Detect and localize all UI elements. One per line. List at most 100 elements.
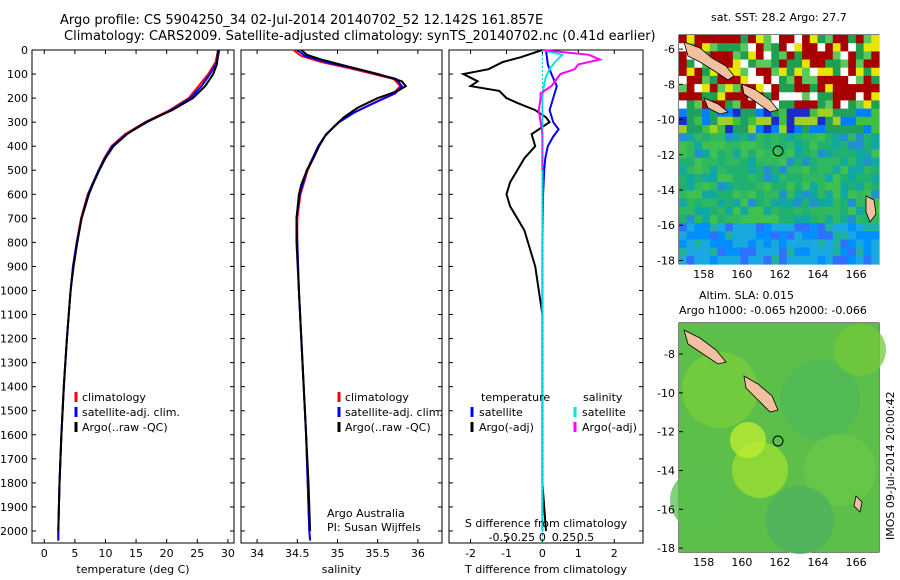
legend-title-salinity: salinity (583, 391, 623, 404)
sst-map-title: sat. SST: 28.2 Argo: 27.7 (711, 11, 847, 24)
sst-pixel (855, 206, 865, 216)
y-tick-label: 300 (7, 116, 28, 129)
sst-pixel (871, 84, 880, 93)
sst-pixel (763, 165, 772, 175)
sst-pixel (779, 149, 788, 159)
sst-pixel (755, 75, 765, 85)
sla-blob (780, 360, 860, 440)
sst-pixel (740, 67, 749, 77)
sst-pixel (786, 239, 795, 249)
legend-label: Argo(-adj) (582, 421, 637, 434)
map-y-tick-label: -14 (657, 464, 675, 477)
s-tick-label: 0.25 (552, 531, 577, 544)
sst-pixel (686, 206, 695, 216)
sst-pixel (871, 35, 880, 44)
sst-pixel (863, 108, 872, 118)
sst-pixel (863, 133, 872, 142)
sst-pixel (809, 67, 819, 77)
sst-pixel (802, 116, 811, 126)
sst-pixel (848, 149, 857, 159)
sst-pixel (763, 247, 772, 257)
sst-pixel (732, 75, 742, 85)
sst-pixel (686, 92, 695, 102)
sst-pixel (709, 141, 719, 151)
y-tick-label: 1000 (0, 284, 28, 297)
sst-pixel (779, 43, 788, 52)
sst-pixel (740, 116, 749, 126)
sst-pixel (679, 198, 688, 208)
sst-pixel (709, 92, 719, 102)
map-y-tick-label: -12 (657, 149, 675, 162)
sst-pixel (709, 190, 719, 200)
sst-pixel (717, 141, 726, 151)
sst-pixel (709, 133, 719, 142)
sst-pixel (755, 59, 765, 69)
sst-pixel (840, 255, 849, 265)
sst-pixel (840, 157, 849, 167)
sst-pixel (709, 149, 719, 159)
sst-pixel (809, 116, 819, 126)
sst-pixel (755, 108, 765, 118)
sla-blob (834, 324, 886, 376)
sst-pixel (825, 231, 834, 241)
sst-pixel (802, 157, 811, 167)
sst-pixel (786, 84, 795, 93)
sst-pixel (871, 51, 880, 61)
sst-pixel (871, 92, 880, 102)
sst-pixel (802, 190, 811, 200)
sst-pixel (809, 182, 819, 191)
map-x-tick-label: 166 (846, 556, 867, 569)
sst-pixel (686, 35, 695, 44)
sst-pixel (786, 255, 795, 265)
sst-pixel (779, 182, 788, 191)
x-tick-label: 20 (160, 547, 174, 560)
sst-pixel (794, 116, 803, 126)
series-line-climatology (292, 49, 402, 541)
sst-pixel (748, 174, 757, 183)
sst-pixel (840, 92, 849, 102)
sst-pixel (748, 165, 757, 175)
sst-pixel (817, 116, 826, 126)
sst-pixel (855, 198, 865, 208)
map-y-tick-label: -18 (657, 254, 675, 267)
sst-pixel (832, 231, 842, 241)
sst-pixel (848, 182, 857, 191)
sst-pixel (871, 43, 880, 52)
sst-pixel (725, 149, 734, 159)
sst-pixel (732, 165, 742, 175)
sst-pixel (694, 125, 703, 134)
sst-pixel (732, 116, 742, 126)
legend-label: climatology (345, 391, 409, 404)
sst-pixel (732, 133, 742, 142)
sst-pixel (855, 182, 865, 191)
sst-pixel (794, 214, 803, 224)
sst-pixel (748, 223, 757, 232)
sst-pixel (709, 51, 719, 61)
sst-pixel (717, 51, 726, 61)
sst-pixel (740, 75, 749, 85)
sst-pixel (840, 75, 849, 85)
sst-pixel (779, 75, 788, 85)
sst-pixel (771, 51, 780, 61)
sst-pixel (732, 206, 742, 216)
map-x-tick-label: 158 (693, 556, 714, 569)
sst-pixel (694, 239, 703, 249)
sst-pixel (748, 75, 757, 85)
sst-pixel (848, 133, 857, 142)
sst-pixel (832, 190, 842, 200)
sst-pixel (786, 182, 795, 191)
sst-pixel (717, 190, 726, 200)
sst-pixel (794, 84, 803, 93)
sst-pixel (840, 59, 849, 69)
sst-pixel (871, 108, 880, 118)
sst-pixel (794, 190, 803, 200)
sst-pixel (702, 35, 711, 44)
sst-pixel (809, 231, 819, 241)
argo-position-marker (772, 145, 784, 157)
sst-pixel (779, 35, 788, 44)
sst-pixel (694, 133, 703, 142)
sst-pixel (732, 214, 742, 224)
sst-pixel (786, 100, 795, 110)
sst-pixel (825, 125, 834, 134)
